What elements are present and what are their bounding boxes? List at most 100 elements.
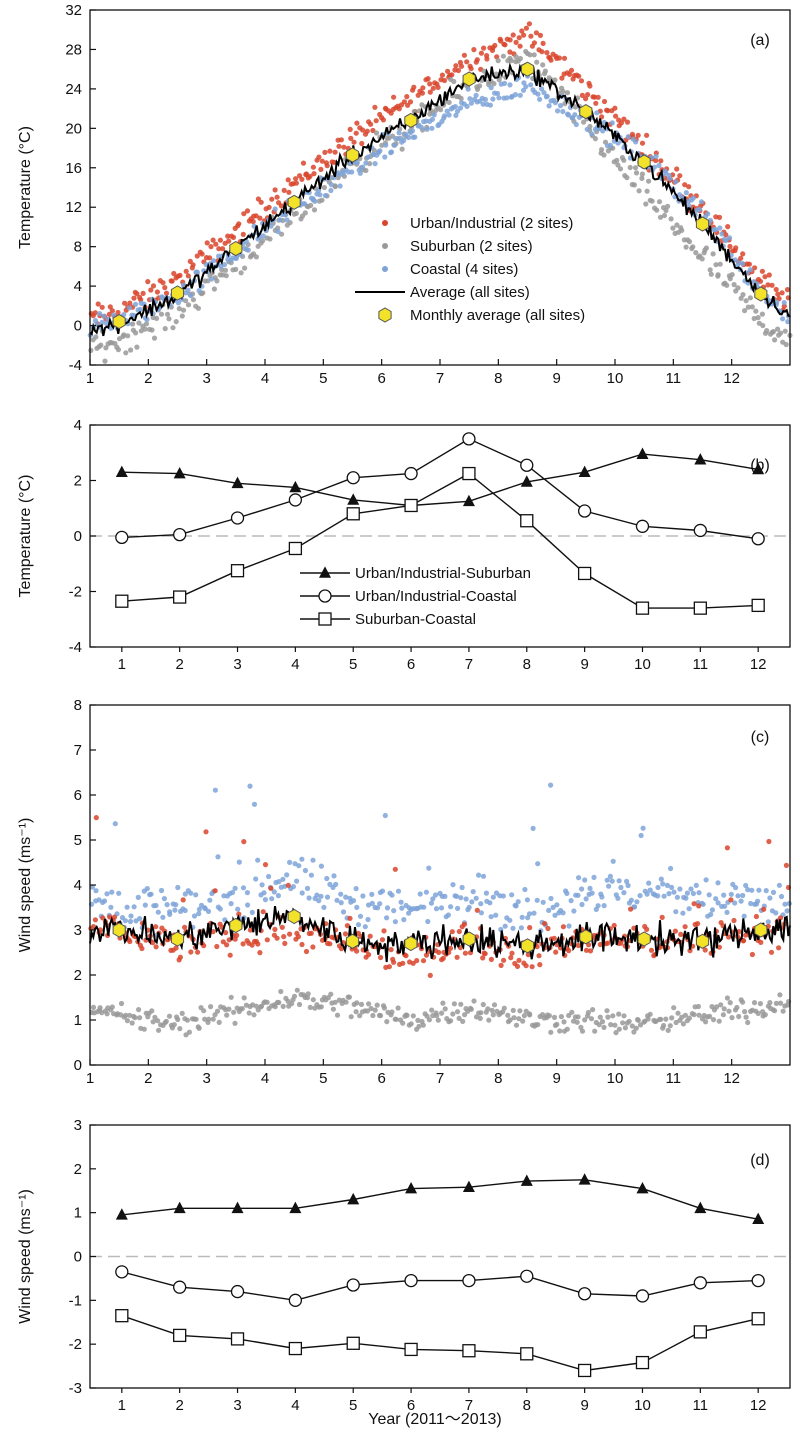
y-tick-label: 2 — [74, 967, 82, 984]
data-point — [523, 84, 529, 90]
data-point — [211, 258, 217, 264]
data-point — [303, 948, 310, 955]
data-point — [355, 922, 362, 928]
data-point — [133, 330, 139, 336]
data-point — [350, 898, 357, 904]
data-point — [669, 884, 675, 891]
data-point — [241, 839, 247, 845]
data-point — [148, 287, 154, 293]
data-point — [575, 892, 581, 898]
data-point — [600, 128, 606, 134]
x-tick-label: 6 — [377, 370, 385, 387]
data-point — [587, 885, 593, 892]
data-point — [121, 312, 127, 318]
data-point — [453, 63, 459, 69]
data-point — [221, 262, 228, 268]
data-point — [284, 872, 290, 878]
data-point — [388, 947, 394, 953]
data-point — [250, 219, 256, 225]
data-point — [509, 892, 515, 898]
data-point — [398, 899, 404, 905]
data-point — [599, 114, 605, 120]
data-point — [295, 934, 301, 940]
data-point — [205, 908, 212, 915]
data-point — [299, 890, 305, 896]
data-point — [541, 90, 547, 96]
data-point — [154, 289, 160, 295]
data-point — [123, 1012, 129, 1018]
data-point — [751, 315, 757, 322]
data-point — [710, 1017, 717, 1023]
data-point — [517, 43, 523, 49]
data-point — [462, 950, 468, 956]
data-point — [568, 898, 574, 904]
data-point — [686, 184, 692, 190]
data-point — [131, 904, 137, 910]
data-point — [109, 308, 115, 314]
data-point — [656, 199, 663, 205]
data-point — [691, 901, 697, 907]
data-point — [742, 308, 748, 314]
data-point — [658, 1016, 664, 1022]
data-point — [427, 89, 433, 95]
square-marker — [635, 601, 650, 615]
data-point — [688, 886, 694, 892]
data-point — [576, 73, 582, 79]
data-point — [702, 947, 708, 953]
data-point — [661, 893, 667, 899]
x-tick-label: 12 — [750, 656, 767, 673]
data-point — [727, 276, 733, 282]
data-point — [137, 1015, 143, 1021]
data-point — [211, 286, 217, 292]
data-point — [480, 873, 487, 879]
data-point — [346, 994, 352, 1000]
legend-label: Urban/Industrial-Coastal — [355, 588, 517, 605]
x-tick-label: 12 — [723, 1070, 740, 1087]
data-point — [334, 1012, 341, 1018]
data-point — [732, 900, 738, 906]
x-tick-label: 11 — [666, 370, 682, 387]
data-point — [548, 1029, 554, 1035]
data-point — [280, 876, 286, 882]
data-point — [624, 175, 630, 181]
data-point — [180, 282, 187, 288]
x-tick-label: 10 — [634, 1397, 651, 1414]
data-point — [560, 88, 566, 95]
data-point — [480, 101, 486, 107]
data-point — [293, 176, 299, 182]
data-point — [624, 878, 630, 885]
data-point — [723, 232, 729, 238]
x-tick-label: 7 — [436, 370, 444, 387]
data-point — [770, 889, 777, 896]
data-point — [131, 295, 137, 301]
data-point — [673, 909, 679, 915]
data-point — [527, 925, 533, 931]
data-point — [368, 121, 374, 127]
data-point — [516, 1016, 522, 1022]
data-point — [665, 1027, 671, 1033]
data-point — [521, 32, 527, 38]
data-point — [150, 940, 156, 946]
data-point — [253, 254, 259, 260]
x-tick-label: 5 — [349, 656, 357, 673]
data-point — [260, 233, 266, 239]
data-point — [491, 81, 497, 87]
data-point — [132, 1015, 138, 1021]
data-point — [161, 896, 167, 902]
data-point — [214, 943, 220, 950]
data-point — [572, 104, 579, 110]
data-point — [772, 337, 778, 343]
data-point — [666, 176, 673, 182]
data-point — [366, 952, 372, 958]
data-point — [216, 246, 222, 252]
data-point — [331, 159, 337, 165]
data-point — [415, 92, 421, 98]
data-point — [513, 39, 519, 46]
data-point — [588, 1016, 595, 1022]
data-point — [392, 866, 398, 872]
data-point — [272, 187, 278, 193]
data-point — [188, 949, 194, 955]
triangle-marker — [231, 476, 244, 489]
data-point — [445, 912, 451, 918]
data-point — [609, 120, 615, 126]
